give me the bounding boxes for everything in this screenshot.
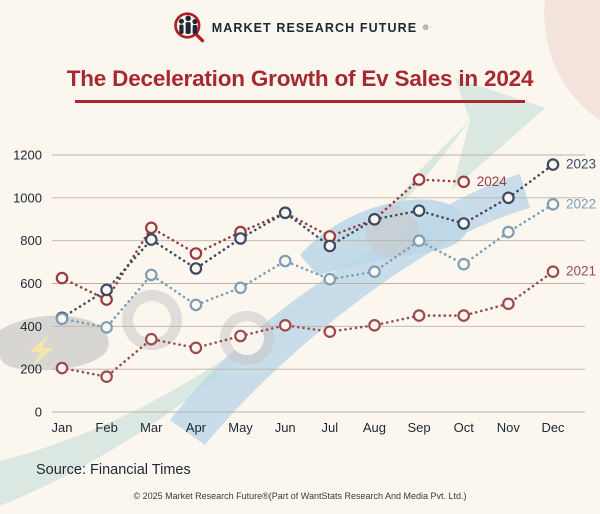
- series-label-2024: 2024: [477, 174, 508, 189]
- data-point-marker: [100, 321, 113, 334]
- data-point-marker: [189, 262, 203, 275]
- data-point-marker: [145, 233, 158, 246]
- data-point-marker: [278, 206, 292, 220]
- chart-legend-labels: 2024 2023 2022 2021: [477, 157, 596, 279]
- data-point-marker: [100, 283, 113, 297]
- x-axis-tick-label: Nov: [497, 420, 521, 435]
- data-point-marker: [323, 272, 337, 286]
- data-point-marker: [189, 298, 203, 312]
- data-point-marker: [546, 265, 560, 278]
- registered-trademark-symbol: ®: [423, 24, 429, 32]
- y-axis-tick-label: 0: [35, 405, 42, 420]
- x-axis-tick-label: Aug: [363, 420, 386, 435]
- data-point-marker: [412, 173, 426, 186]
- data-point-marker: [189, 247, 203, 260]
- x-axis-tick-label: May: [228, 420, 253, 435]
- line-chart: 0 200 400 600 800 1000 1200 Jan Feb Mar Apr May Jun…: [13, 148, 596, 436]
- data-point-marker: [145, 268, 158, 282]
- data-point-marker: [412, 234, 426, 247]
- data-point-marker: [368, 213, 381, 226]
- y-axis-tick-label: 1000: [13, 190, 42, 205]
- series-label-2021: 2021: [566, 264, 596, 279]
- x-axis-tick-label: Apr: [186, 420, 207, 435]
- x-axis-tick-label: Jun: [275, 420, 296, 435]
- y-axis-tick-label: 800: [20, 233, 42, 248]
- title-underline: [75, 100, 525, 103]
- x-axis-tick-label: Jan: [52, 420, 73, 435]
- series-2024: [55, 173, 470, 306]
- data-point-marker: [55, 312, 69, 326]
- data-point-marker: [145, 221, 158, 235]
- series-line: [60, 203, 555, 329]
- data-point-marker: [546, 158, 560, 171]
- series-2022: [55, 198, 560, 334]
- data-point-marker: [457, 309, 470, 322]
- data-point-marker: [502, 225, 515, 239]
- data-point-marker: [234, 329, 247, 343]
- x-axis-tick-label: Sep: [408, 420, 431, 435]
- x-axis-tick-label: Jul: [322, 420, 339, 435]
- data-point-marker: [457, 175, 470, 189]
- market-research-future-logo-icon: [173, 12, 204, 43]
- data-point-marker: [457, 257, 470, 271]
- copyright-note: © 2025 Market Research Future®(Part of W…: [133, 491, 467, 501]
- x-axis-tick-labels: Jan Feb Mar Apr May Jun Jul Aug Sep Oct Nov Dec: [52, 420, 566, 435]
- data-point-marker: [502, 191, 515, 205]
- y-axis-tick-labels: 0 200 400 600 800 1000 1200: [13, 148, 42, 420]
- source-note: Source: Financial Times: [36, 462, 191, 478]
- data-point-marker: [234, 232, 247, 245]
- data-point-marker: [323, 325, 337, 338]
- series-line: [60, 270, 555, 379]
- data-point-marker: [502, 297, 515, 311]
- data-point-marker: [368, 319, 381, 332]
- data-point-marker: [234, 281, 247, 295]
- page-title: The Deceleration Growth of Ev Sales in 2…: [66, 66, 534, 91]
- data-point-marker: [323, 239, 337, 253]
- series-label-2022: 2022: [566, 196, 596, 211]
- x-axis-tick-label: Feb: [95, 420, 117, 435]
- data-point-marker: [412, 204, 426, 217]
- x-axis-tick-label: Oct: [454, 420, 475, 435]
- data-point-marker: [55, 271, 69, 285]
- data-point-marker: [412, 309, 426, 322]
- data-point-marker: [100, 370, 113, 383]
- data-point-marker: [546, 198, 560, 211]
- chart-series-group: [55, 158, 560, 383]
- y-axis-tick-label: 400: [20, 319, 42, 334]
- y-axis-tick-label: 600: [20, 276, 42, 291]
- y-axis-tick-label: 1200: [13, 148, 42, 163]
- y-axis-tick-label: 200: [20, 362, 42, 377]
- data-point-marker: [55, 361, 69, 375]
- data-point-marker: [278, 254, 292, 268]
- data-point-marker: [278, 319, 292, 332]
- x-axis-tick-label: Dec: [541, 420, 565, 435]
- brand-name: MARKET RESEARCH FUTURE: [211, 21, 418, 35]
- data-point-marker: [145, 332, 158, 346]
- page-title-block: The Deceleration Growth of Ev Sales in 2…: [0, 66, 600, 103]
- x-axis-tick-label: Mar: [140, 420, 163, 435]
- series-label-2023: 2023: [566, 157, 596, 172]
- data-point-marker: [189, 341, 203, 355]
- data-point-marker: [368, 265, 381, 278]
- data-point-marker: [457, 217, 470, 230]
- brand-logo: MARKET RESEARCH FUTURE ®: [0, 12, 600, 44]
